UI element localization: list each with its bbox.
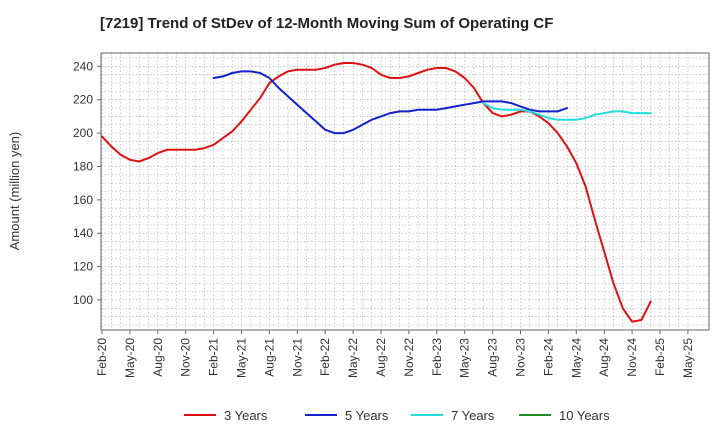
x-tick-label: May-23 <box>458 338 472 378</box>
y-tick-label: 100 <box>73 293 93 307</box>
series-line-3 <box>482 102 652 121</box>
x-tick-label: May-22 <box>346 338 360 378</box>
x-tick-label: Aug-22 <box>374 338 388 377</box>
y-tick-label: 180 <box>73 159 93 173</box>
x-tick-label: Nov-22 <box>402 338 416 377</box>
x-tick-label: Aug-24 <box>597 338 611 377</box>
x-tick-label: Feb-25 <box>653 338 667 376</box>
y-tick-label: 200 <box>73 126 93 140</box>
x-tick-label: Feb-20 <box>95 338 109 376</box>
x-tick-label: Feb-21 <box>207 338 221 376</box>
chart-title: [7219] Trend of StDev of 12-Month Moving… <box>100 15 553 32</box>
x-tick-label: Feb-22 <box>318 338 332 376</box>
y-tick-label: 160 <box>73 193 93 207</box>
x-tick-label: Aug-21 <box>262 338 276 377</box>
legend-label: 7 Years <box>451 408 495 423</box>
legend: 3 Years 5 Years 7 Years 10 Years <box>184 408 610 423</box>
x-tick-label: Aug-20 <box>151 338 165 377</box>
legend-label: 3 Years <box>224 408 268 423</box>
x-tick-label: Nov-24 <box>625 338 639 377</box>
x-tick-label: May-24 <box>569 338 583 378</box>
plot-frame <box>100 52 710 331</box>
x-tick-label: Feb-23 <box>430 338 444 376</box>
x-tick-label: Feb-24 <box>541 338 555 376</box>
x-tick-label: Nov-23 <box>514 338 528 377</box>
series-line-2 <box>212 70 568 135</box>
x-tick-label: May-20 <box>123 338 137 378</box>
y-tick-label: 240 <box>73 59 93 73</box>
y-tick-label: 140 <box>73 226 93 240</box>
legend-label: 10 Years <box>559 408 610 423</box>
legend-label: 5 Years <box>345 408 389 423</box>
y-tick-label: 220 <box>73 93 93 107</box>
x-tick-label: May-21 <box>235 338 249 378</box>
x-tick-labels: Feb-20 May-20 Aug-20 Nov-20 Feb-21 May-21 Aug-… <box>95 330 695 378</box>
gridlines <box>101 53 709 330</box>
y-tick-label: 120 <box>73 260 93 274</box>
x-tick-label: Aug-23 <box>486 338 500 377</box>
y-tick-labels: 100 120 140 160 180 200 220 240 <box>73 59 101 307</box>
x-tick-label: Nov-20 <box>179 338 193 377</box>
series-layer <box>101 62 652 323</box>
y-axis-label: Amount (million yen) <box>7 132 22 251</box>
series-line-1 <box>101 62 652 323</box>
x-tick-label: May-25 <box>681 338 695 378</box>
x-tick-label: Nov-21 <box>290 338 304 377</box>
